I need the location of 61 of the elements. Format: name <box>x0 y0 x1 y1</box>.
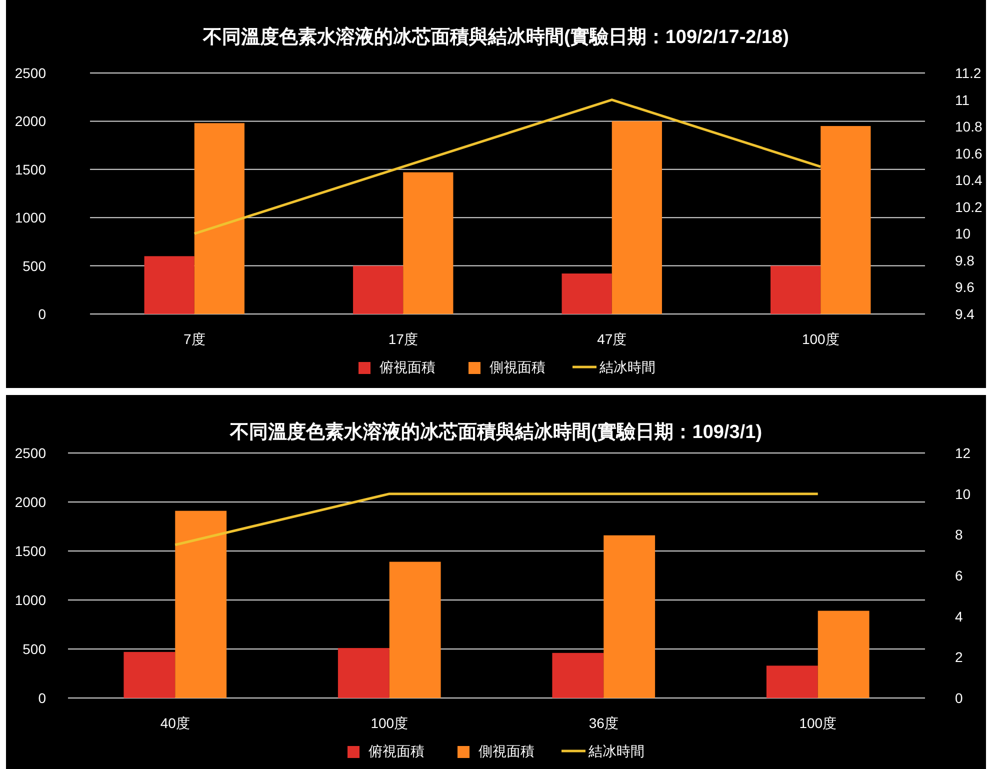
y2-tick-label: 2 <box>955 649 963 666</box>
legend-label: 俯視面積 <box>368 743 424 759</box>
bar <box>818 610 870 698</box>
y2-tick-label: 12 <box>955 445 971 461</box>
bar <box>403 172 454 314</box>
legend-label: 俯視面積 <box>380 359 436 375</box>
bar <box>552 652 604 698</box>
x-tick-label: 36度 <box>588 715 618 731</box>
legend-label: 側視面積 <box>478 743 534 759</box>
y-tick-label: 1500 <box>14 543 46 559</box>
y-tick-label: 500 <box>22 641 46 657</box>
y-tick-label: 1500 <box>14 161 46 178</box>
y-tick-label: 2500 <box>14 65 46 81</box>
y2-tick-label: 6 <box>955 568 963 584</box>
bar <box>389 562 441 698</box>
y-tick-label: 2000 <box>14 113 46 130</box>
x-tick-label: 100度 <box>802 331 840 347</box>
y-tick-label: 1000 <box>14 210 46 226</box>
y2-tick-label: 10.4 <box>955 172 982 188</box>
x-tick-label: 100度 <box>799 715 837 731</box>
y2-tick-label: 9.6 <box>955 279 975 296</box>
y2-tick-label: 0 <box>955 690 963 706</box>
chart-title: 不同溫度色素水溶液的冰芯面積與結冰時間(實驗日期：109/2/17-2/18) <box>202 26 789 48</box>
chart-title: 不同溫度色素水溶液的冰芯面積與結冰時間(實驗日期：109/3/1) <box>228 421 762 443</box>
y2-tick-label: 11 <box>955 92 970 108</box>
bar <box>766 666 818 698</box>
y-tick-label: 1000 <box>14 592 46 608</box>
y2-tick-label: 10.2 <box>955 198 982 215</box>
bar <box>612 121 662 314</box>
y2-tick-label: 9.4 <box>955 306 975 322</box>
bar <box>562 274 612 314</box>
y2-tick-label: 4 <box>955 608 963 624</box>
y2-tick-label: 8 <box>955 526 963 543</box>
y-tick-label: 0 <box>38 690 46 706</box>
y-tick-label: 2000 <box>14 494 46 510</box>
bar <box>175 510 227 698</box>
x-tick-label: 40度 <box>160 715 190 731</box>
x-tick-label: 100度 <box>370 715 408 731</box>
y2-tick-label: 9.8 <box>955 252 975 268</box>
bar <box>144 256 194 314</box>
y-tick-label: 2500 <box>14 445 46 461</box>
y-tick-label: 0 <box>38 306 46 322</box>
x-tick-label: 47度 <box>597 331 627 347</box>
y2-tick-label: 10 <box>955 486 971 502</box>
y-tick-label: 500 <box>22 258 46 274</box>
y2-tick-label: 11.2 <box>955 65 982 81</box>
bar <box>820 126 871 314</box>
legend-label: 結冰時間 <box>588 743 644 759</box>
bar <box>124 652 176 698</box>
y2-tick-label: 10 <box>955 226 971 242</box>
bar <box>770 266 821 314</box>
bar <box>353 266 404 314</box>
bar <box>194 123 244 314</box>
bar <box>338 648 390 698</box>
bar <box>604 535 656 698</box>
y2-tick-label: 10.6 <box>955 145 982 162</box>
y2-tick-label: 10.8 <box>955 118 982 135</box>
x-tick-label: 7度 <box>183 331 206 347</box>
legend-label: 側視面積 <box>490 359 546 375</box>
x-tick-label: 17度 <box>388 331 418 347</box>
legend-label: 結冰時間 <box>598 359 656 375</box>
